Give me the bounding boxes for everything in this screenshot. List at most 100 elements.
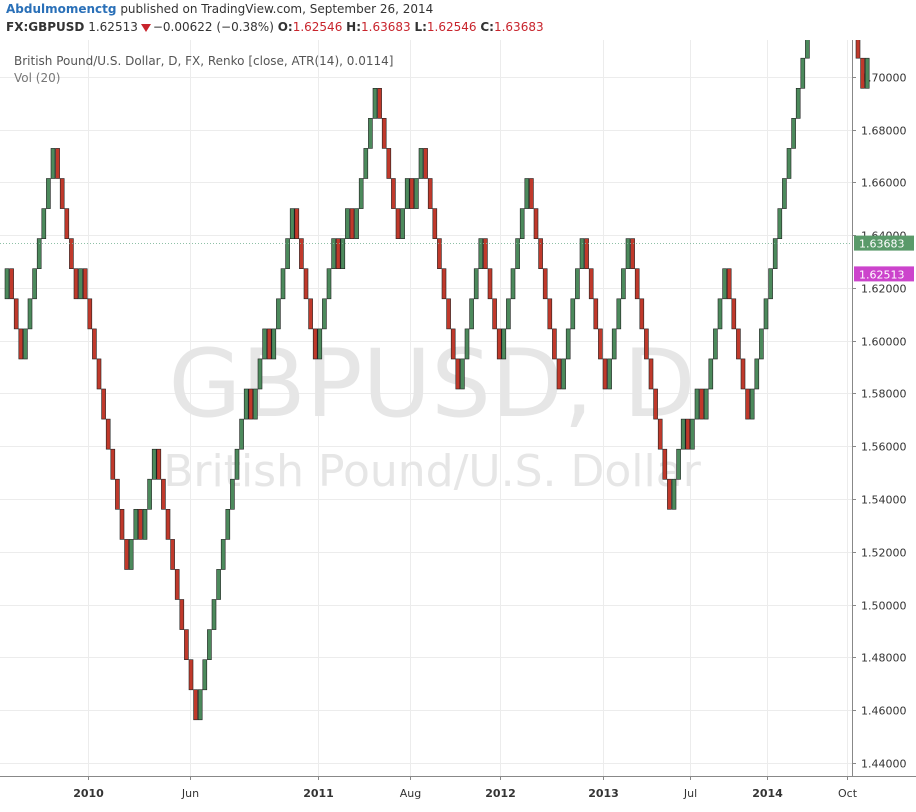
- renko-brick-down: [648, 358, 654, 390]
- renko-brick-down: [299, 238, 304, 270]
- x-tick-label: 2013: [588, 787, 619, 800]
- renko-brick-up: [404, 178, 410, 209]
- renko-brick-down: [455, 358, 461, 390]
- renko-brick-up: [805, 40, 810, 59]
- renko-brick-down: [96, 358, 102, 390]
- renko-brick-up: [791, 118, 796, 149]
- renko-brick-up: [230, 478, 235, 510]
- renko-brick-up: [128, 539, 134, 570]
- y-tick-label: 1.48000: [861, 652, 907, 665]
- renko-brick-up: [621, 268, 626, 300]
- renko-brick-up: [354, 208, 359, 240]
- chart-title: British Pound/U.S. Dollar, D, FX, Renko …: [14, 54, 394, 68]
- renko-brick-up: [340, 238, 346, 270]
- volume-study-label: Vol (20): [14, 71, 61, 85]
- renko-brick-up: [36, 238, 42, 270]
- published-text: published on TradingView.com, September …: [116, 2, 434, 16]
- renko-brick-down: [69, 238, 74, 270]
- renko-brick-down: [170, 539, 175, 570]
- renko-brick-up: [800, 57, 806, 89]
- renko-brick-up: [207, 629, 212, 660]
- renko-brick-up: [777, 208, 783, 240]
- y-tick-label: 1.54000: [861, 494, 907, 507]
- x-tick-label: Oct: [838, 787, 858, 800]
- y-tick-label: 1.56000: [861, 441, 907, 454]
- renko-brick-up: [326, 268, 332, 300]
- renko-brick-up: [464, 328, 470, 360]
- renko-brick-down: [312, 328, 318, 360]
- renko-brick-up: [795, 88, 801, 119]
- renko-brick-up: [763, 298, 769, 330]
- renko-brick-up: [358, 178, 364, 209]
- renko-brick-up: [271, 328, 277, 360]
- renko-brick-up: [211, 599, 217, 630]
- x-tick-label: 2011: [303, 787, 334, 800]
- renko-brick-up: [607, 358, 612, 390]
- renko-brick-down: [110, 448, 116, 480]
- renko-brick-down: [386, 148, 392, 179]
- renko-brick-down: [685, 418, 691, 450]
- renko-brick-down: [193, 689, 198, 721]
- renko-brick-up: [469, 298, 474, 330]
- renko-brick-down: [441, 268, 447, 300]
- x-tick-label: Jul: [683, 787, 697, 800]
- renko-brick-up: [611, 328, 617, 360]
- renko-brick-up: [524, 178, 530, 209]
- renko-brick-down: [736, 328, 741, 360]
- publish-line: Abdulmomenctg published on TradingView.c…: [6, 2, 433, 16]
- renko-brick-up: [225, 508, 231, 540]
- renko-brick-down: [248, 388, 254, 420]
- renko-brick-down: [602, 358, 608, 390]
- renko-brick-up: [680, 418, 686, 450]
- symbol-label[interactable]: FX:GBPUSD: [6, 20, 85, 34]
- renko-brick-down: [409, 178, 415, 209]
- renko-brick-up: [579, 238, 585, 270]
- renko-brick-up: [570, 298, 576, 330]
- y-tick-label: 1.52000: [861, 547, 907, 560]
- renko-brick-up: [345, 208, 350, 240]
- renko-brick-up: [717, 298, 723, 330]
- renko-brick-down: [538, 238, 543, 270]
- renko-brick-down: [119, 508, 125, 540]
- renko-brick-down: [630, 238, 635, 270]
- renko-brick-up: [694, 388, 700, 420]
- renko-brick-down: [377, 88, 382, 119]
- renko-brick-down: [165, 508, 171, 540]
- renko-brick-down: [174, 569, 180, 600]
- renko-brick-up: [671, 478, 677, 510]
- renko-brick-down: [349, 208, 355, 240]
- renko-brick-up: [414, 178, 419, 209]
- renko-brick-up: [368, 118, 373, 149]
- price-change: −0.00622 (−0.38%): [152, 20, 274, 34]
- renko-brick-down: [529, 178, 534, 209]
- author-link[interactable]: Abdulmomenctg: [6, 2, 117, 16]
- renko-brick-down: [266, 328, 272, 360]
- last-price-tag: [854, 235, 914, 251]
- high-label: H:: [346, 20, 361, 34]
- renko-brick-up: [722, 268, 727, 300]
- renko-brick-up: [708, 358, 714, 390]
- chart-area[interactable]: 1.44000 1.46000 1.48000 1.50000 1.52000 1.540…: [0, 40, 916, 812]
- renko-brick-down: [745, 388, 750, 420]
- renko-brick-down: [593, 298, 599, 330]
- renko-brick-down: [483, 238, 488, 270]
- y-tick-label: 1.68000: [861, 125, 907, 138]
- renko-brick-up: [276, 298, 281, 330]
- renko-brick-down: [9, 268, 14, 300]
- renko-brick-up: [363, 148, 369, 179]
- renko-brick-up: [565, 328, 571, 360]
- renko-brick-up: [786, 148, 792, 179]
- renko-brick-up: [575, 268, 580, 300]
- renko-brick-down: [138, 508, 143, 540]
- current-price-tag-label: 1.62513: [859, 268, 905, 281]
- renko-brick-down: [446, 298, 451, 330]
- renko-brick-down: [18, 328, 24, 360]
- renko-brick-up: [460, 358, 465, 390]
- renko-brick-down: [59, 178, 65, 209]
- renko-brick-down: [115, 478, 120, 510]
- renko-brick-up: [27, 298, 33, 330]
- renko-chart[interactable]: 1.44000 1.46000 1.48000 1.50000 1.52000 1.540…: [0, 40, 916, 812]
- renko-brick-down: [156, 448, 162, 480]
- renko-brick-up: [197, 689, 203, 721]
- renko-brick-down: [55, 148, 60, 179]
